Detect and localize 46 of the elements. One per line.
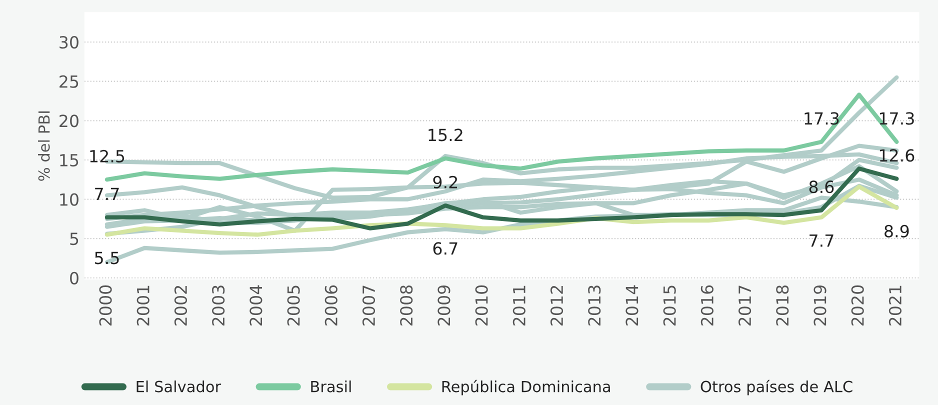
data-label: 5.5 bbox=[95, 252, 119, 264]
x-tick-label: 2007 bbox=[362, 286, 376, 326]
x-tick-label: 2000 bbox=[99, 285, 112, 326]
data-label: 12.6 bbox=[880, 149, 914, 162]
x-tick-label: 2011 bbox=[512, 286, 526, 326]
data-label: 7.7 bbox=[95, 188, 119, 200]
x-tick-label: 2002 bbox=[174, 286, 188, 326]
legend-label: Brasil bbox=[311, 380, 351, 392]
x-tick-label: 2017 bbox=[738, 286, 752, 326]
x-tick-label: 2008 bbox=[400, 285, 413, 326]
data-label: 17.3 bbox=[880, 112, 914, 125]
x-tick-label: 2010 bbox=[475, 285, 488, 326]
x-tick-label: 2003 bbox=[212, 286, 225, 326]
x-tick-label: 2006 bbox=[324, 285, 338, 326]
y-tick-label: 5 bbox=[70, 232, 78, 246]
x-tick-label: 2004 bbox=[250, 285, 262, 326]
data-label: 12.5 bbox=[90, 150, 124, 162]
x-tick-label: 2018 bbox=[776, 285, 789, 326]
data-label: 9.2 bbox=[433, 176, 458, 188]
x-tick-label: 2016 bbox=[700, 285, 714, 326]
data-label: 7.7 bbox=[810, 234, 834, 247]
x-tick-label: 2015 bbox=[663, 286, 676, 326]
legend-label: República Dominicana bbox=[442, 380, 610, 396]
legend-label: El Salvador bbox=[136, 380, 222, 392]
x-tick-label: 2019 bbox=[814, 285, 826, 326]
y-tick-label: 20 bbox=[60, 114, 78, 128]
legend-label: Otros países de ALC bbox=[700, 380, 852, 396]
data-label: 8.9 bbox=[884, 224, 909, 238]
x-tick-label: 2020 bbox=[851, 285, 864, 326]
data-label: 15.2 bbox=[428, 128, 462, 142]
y-tick-label: 25 bbox=[60, 75, 78, 88]
y-tick-label: 15 bbox=[60, 154, 78, 167]
data-label: 8.6 bbox=[809, 180, 834, 194]
x-tick-label: 2021 bbox=[888, 286, 902, 326]
y-axis-title: % del PBI bbox=[38, 111, 50, 181]
y-tick-label: 0 bbox=[70, 272, 78, 284]
y-tick-label: 30 bbox=[60, 36, 78, 49]
data-label: 17.3 bbox=[804, 112, 839, 125]
x-tick-label: 2001 bbox=[136, 286, 150, 326]
data-label: 6.7 bbox=[433, 242, 458, 255]
x-tick-label: 2012 bbox=[550, 286, 564, 326]
x-tick-label: 2013 bbox=[588, 286, 601, 326]
x-tick-label: 2014 bbox=[626, 285, 638, 326]
x-tick-label: 2005 bbox=[287, 286, 300, 326]
x-tick-label: 2009 bbox=[438, 285, 450, 326]
y-tick-label: 10 bbox=[60, 193, 78, 206]
